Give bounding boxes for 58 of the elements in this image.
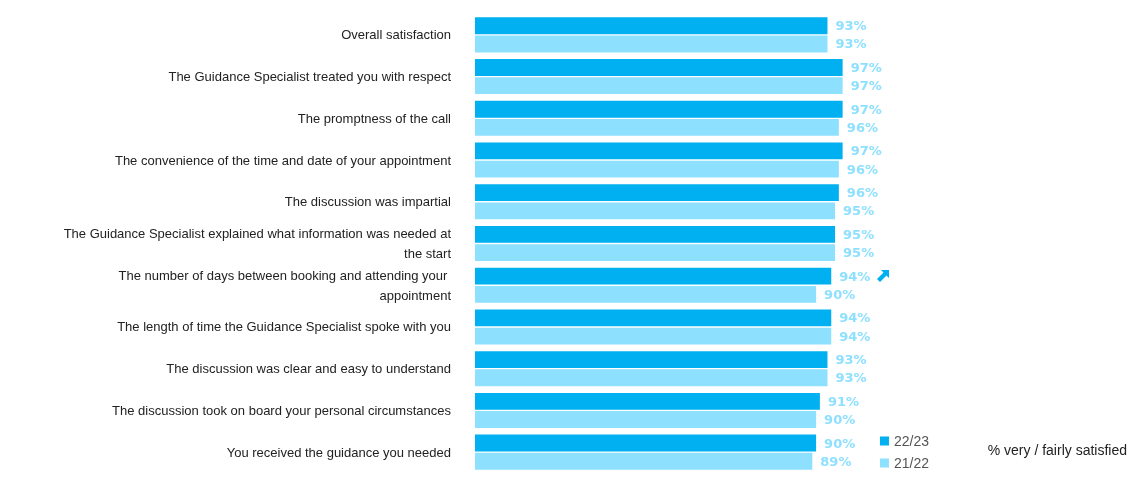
bar bbox=[475, 267, 832, 285]
data-label: 96% bbox=[846, 185, 878, 201]
data-label: 93% bbox=[835, 370, 867, 386]
bar bbox=[475, 452, 813, 470]
bar bbox=[475, 35, 828, 53]
y-tick-label: You received the guidance you needed bbox=[226, 444, 451, 460]
bar bbox=[475, 285, 817, 303]
data-label: 95% bbox=[843, 226, 875, 242]
data-label: 90% bbox=[824, 435, 856, 451]
data-label: 97% bbox=[850, 143, 882, 159]
legend-label: 22/23 bbox=[893, 433, 930, 449]
data-label: 94% bbox=[839, 310, 871, 326]
data-label: 96% bbox=[846, 161, 878, 177]
bar bbox=[475, 160, 839, 178]
data-label: 97% bbox=[850, 78, 882, 94]
data-label: 97% bbox=[850, 101, 882, 117]
y-tick-label: The Guidance Specialist treated you with respect bbox=[168, 69, 452, 85]
data-label: 90% bbox=[824, 286, 856, 302]
data-label: 96% bbox=[846, 119, 878, 135]
bar bbox=[475, 309, 832, 327]
y-tick-label: Overall satisfaction bbox=[341, 27, 451, 43]
bar bbox=[475, 17, 828, 35]
y-tick-label: The convenience of the time and date of your appointment bbox=[114, 152, 452, 168]
data-label: 90% bbox=[824, 412, 856, 428]
bar bbox=[475, 184, 839, 202]
y-tick-label: The discussion was clear and easy to understand bbox=[166, 361, 451, 377]
data-label: 94% bbox=[839, 328, 871, 344]
y-tick-label: The number of days between booking and attending your appointment bbox=[118, 267, 452, 303]
data-label: 94% bbox=[839, 268, 871, 284]
y-tick-label: The discussion took on board your personal circumstances bbox=[112, 402, 452, 418]
bar bbox=[475, 351, 828, 369]
y-tick-label: The Guidance Specialist explained what information was needed at the start bbox=[63, 226, 452, 261]
data-label: 93% bbox=[835, 36, 867, 52]
data-label: 93% bbox=[835, 18, 867, 34]
data-label: 93% bbox=[835, 352, 867, 368]
data-label: 91% bbox=[827, 393, 860, 409]
bar bbox=[475, 77, 843, 95]
bar bbox=[475, 411, 817, 428]
bar bbox=[475, 59, 843, 76]
data-label: 97% bbox=[850, 59, 882, 75]
data-label: 89% bbox=[820, 453, 852, 469]
bar bbox=[475, 100, 843, 118]
data-label: 95% bbox=[843, 203, 875, 219]
data-label: 95% bbox=[843, 245, 875, 261]
bar bbox=[475, 202, 836, 220]
bar bbox=[475, 327, 832, 345]
bar bbox=[475, 369, 828, 387]
bar bbox=[475, 392, 820, 410]
bar bbox=[475, 225, 836, 243]
legend-label: 21/22 bbox=[893, 455, 930, 471]
bar bbox=[475, 118, 839, 136]
bar bbox=[475, 244, 836, 262]
y-tick-label: The length of time the Guidance Specialist spoke with you bbox=[117, 319, 451, 335]
bar bbox=[475, 434, 817, 452]
y-tick-label: The promptness of the call bbox=[297, 110, 452, 126]
y-tick-label: The discussion was impartial bbox=[284, 194, 452, 210]
text: % very / fairly satisfied bbox=[987, 442, 1127, 458]
bar bbox=[475, 142, 843, 160]
